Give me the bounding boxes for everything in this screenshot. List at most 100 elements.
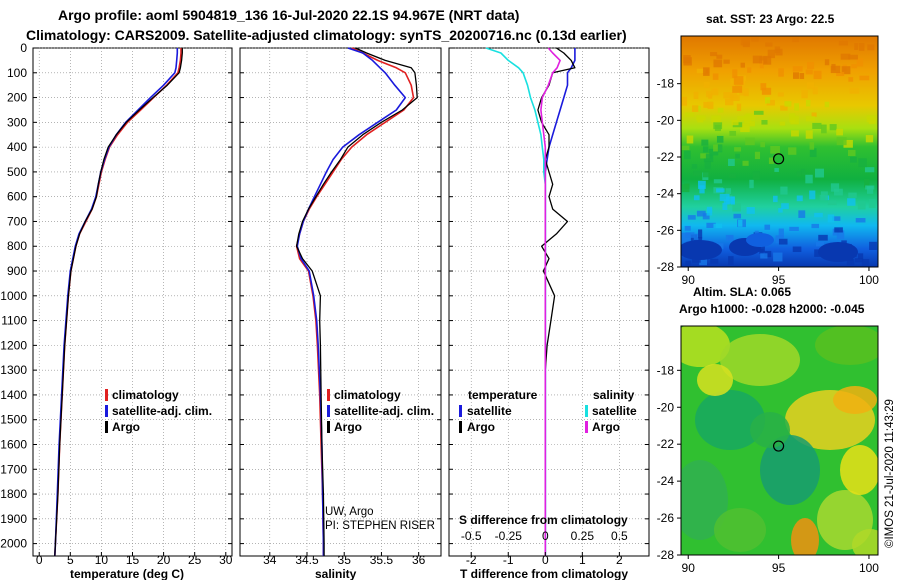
sst-pixel — [751, 36, 759, 42]
series-line-salinity-argo — [540, 47, 561, 556]
sst-pixel — [710, 52, 718, 57]
sst-pixel — [868, 118, 876, 124]
sst-pixel — [763, 55, 772, 65]
sst-pixel — [723, 92, 734, 99]
x-tick-label: 35 — [338, 553, 352, 567]
sla-texture — [681, 326, 878, 555]
sst-pixel — [745, 137, 755, 146]
sst-pixel — [752, 55, 763, 64]
sst-pixel — [738, 219, 743, 227]
sst-pixel — [798, 210, 806, 218]
sst-pixel — [734, 147, 742, 152]
sst-pixel — [848, 54, 858, 60]
sst-map-frame — [680, 35, 879, 268]
sst-pixel — [827, 200, 837, 206]
lon-tick-label: 100 — [859, 561, 879, 575]
sst-pixel — [777, 92, 784, 97]
salinity-lines — [295, 47, 418, 556]
sst-pixel — [811, 112, 817, 117]
sst-pixel — [713, 122, 723, 130]
temperature-frame — [32, 47, 233, 557]
sst-pixel — [736, 103, 742, 112]
depth-tick-label: 1900 — [0, 512, 27, 526]
series-line-salinity-satellite — [485, 47, 547, 556]
sst-pixel — [773, 252, 783, 262]
sst-pixel — [847, 149, 856, 156]
sst-pixel — [723, 199, 730, 205]
sst-pixel — [717, 144, 723, 153]
depth-tick-label: 300 — [7, 115, 27, 129]
s-tick-label: 0.5 — [611, 529, 628, 543]
sst-pixel — [793, 72, 799, 79]
sst-pixel — [713, 87, 718, 93]
sst-pixel — [684, 225, 691, 231]
depth-tick-label: 1700 — [0, 462, 27, 476]
sst-pixel — [850, 156, 857, 163]
sla-anomaly-patch — [852, 529, 878, 555]
sst-pixel — [801, 90, 808, 99]
legend-argo-swatch — [327, 421, 330, 433]
sst-pixel — [713, 223, 723, 228]
sst-pixel — [780, 186, 788, 195]
sst-pixel — [732, 203, 741, 212]
x-tick-label: 0 — [36, 553, 43, 567]
sst-pixel — [867, 44, 875, 51]
temperature-legend: climatology satellite-adj. clim. Argo — [105, 388, 212, 434]
sst-pixel — [765, 42, 773, 47]
sst-pixel — [723, 59, 730, 64]
lat-tick-label: -24 — [657, 474, 675, 488]
difference-panel: -2 -1 0 1 2 -0.5 -0.25 0 0.25 0.5 S difference f… — [448, 47, 650, 580]
sst-pixel — [717, 107, 724, 113]
sst-pixel — [767, 49, 776, 59]
sst-pixel — [805, 130, 813, 139]
sst-pixel — [799, 73, 805, 80]
sst-pixel — [740, 81, 745, 90]
depth-axis: 0 100 200 300 400 500 600 700 800 900 1000 1100 1200… — [0, 41, 27, 551]
sst-pixel — [729, 173, 737, 178]
depth-tick-label: 1000 — [0, 289, 27, 303]
sst-pixel — [818, 234, 828, 241]
title-line2: Climatology: CARS2009. Satellite-adjuste… — [26, 27, 627, 43]
s-tick-label: 0.25 — [571, 529, 595, 543]
sst-pixel — [702, 170, 710, 178]
sst-pixel — [746, 207, 755, 214]
legend-t-argo-swatch — [459, 421, 462, 433]
sst-pixel — [830, 65, 841, 74]
depth-tick-label: 200 — [7, 91, 27, 105]
sst-pixel — [692, 105, 699, 112]
depth-tick-label: 800 — [7, 239, 27, 253]
x-tick-label: 2 — [616, 553, 623, 567]
sst-pixel — [685, 112, 695, 117]
depth-tick-label: 1200 — [0, 338, 27, 352]
legend-t-argo: Argo — [467, 420, 495, 434]
lat-tick-label: -26 — [657, 223, 675, 237]
sst-pixel — [693, 91, 699, 99]
sst-pixel — [693, 170, 702, 176]
sst-pixel — [834, 188, 843, 196]
sst-pixel — [742, 160, 749, 166]
sst-pixel — [836, 128, 843, 136]
sst-pixel — [836, 137, 847, 146]
sst-pixel — [778, 208, 783, 213]
sst-pixel — [706, 90, 713, 98]
sst-pixel — [766, 99, 775, 106]
x-tick-label: 1 — [579, 553, 586, 567]
sst-pixel — [848, 192, 857, 198]
sst-pixel — [725, 188, 732, 195]
sst-pixel — [792, 37, 799, 43]
sst-pixel — [768, 157, 774, 164]
sst-pixel — [760, 253, 768, 259]
series-line-satellite-adj-clim- — [296, 47, 407, 556]
sst-pixel — [857, 200, 866, 210]
sst-pixel — [774, 46, 781, 54]
sst-pixel — [849, 87, 860, 94]
lat-tick-label: -22 — [657, 437, 675, 451]
sst-pixel — [829, 124, 837, 131]
sst-pixel — [749, 179, 754, 189]
legend-argo: Argo — [334, 420, 362, 434]
salinity-frame — [239, 47, 442, 557]
sst-cold-patch — [818, 242, 858, 262]
sst-pixel — [728, 235, 734, 241]
legend-satellite-swatch — [105, 405, 108, 417]
difference-legend: temperature satellite Argo salinity sate… — [459, 388, 637, 434]
